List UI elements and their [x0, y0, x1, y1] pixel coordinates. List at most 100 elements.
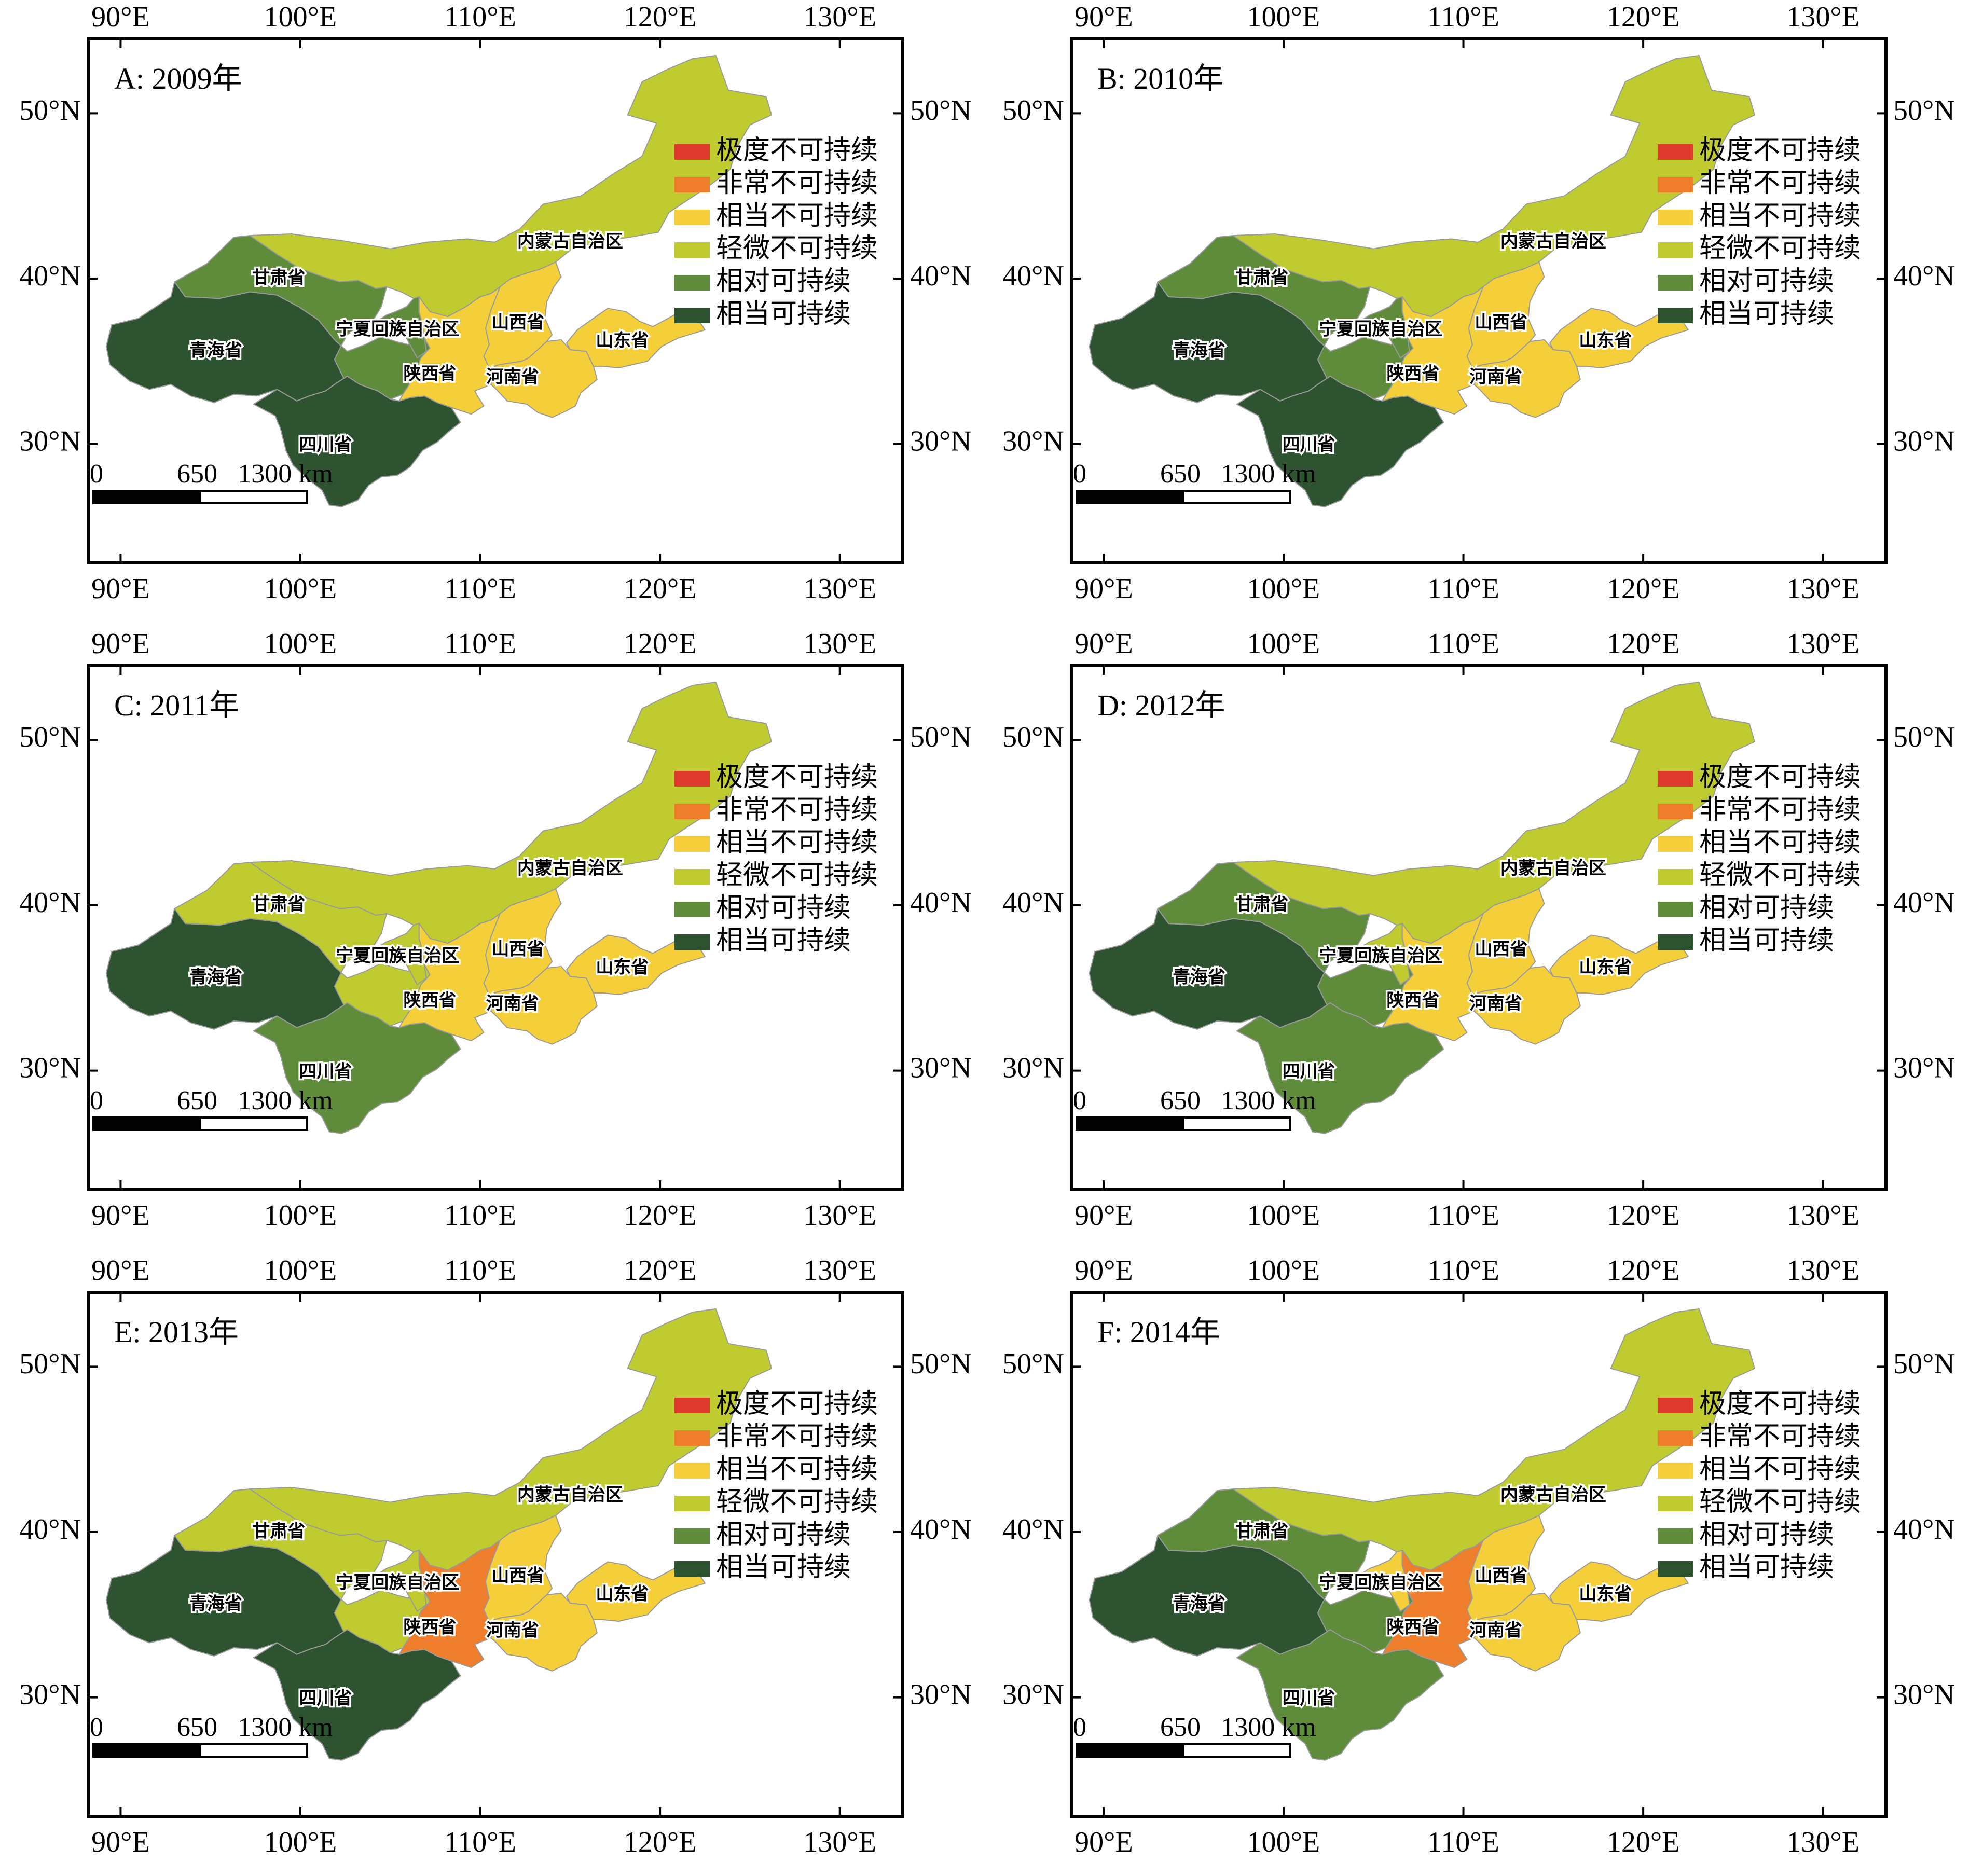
legend-swatch [674, 144, 710, 160]
lon-label-bottom: 110°E [444, 1199, 516, 1232]
lon-label-top: 120°E [624, 1254, 697, 1287]
lat-label-right: 30°N [910, 1678, 972, 1711]
province-shanxi [1466, 1515, 1545, 1622]
province-label-qinghai: 青海省 [1173, 340, 1225, 361]
province-label-ningxia: 宁夏回族自治区 [1319, 1572, 1442, 1593]
lon-label-top: 130°E [1786, 628, 1859, 660]
lat-label-right: 30°N [910, 1052, 972, 1084]
scale-bar: 0 650 1300 km [90, 459, 333, 504]
scale-label: 650 [1160, 1086, 1201, 1115]
province-label-henan: 河南省 [486, 994, 539, 1014]
provinces-layer [105, 681, 772, 1134]
lon-label-top: 100°E [1247, 1, 1320, 33]
lat-label-right: 40°N [1893, 1513, 1955, 1546]
legend-swatch [674, 1398, 710, 1413]
lon-label-bottom: 110°E [1427, 573, 1499, 605]
lat-label-right: 30°N [1893, 1678, 1955, 1711]
lat-label-left: 40°N [19, 887, 81, 919]
legend-swatch [1658, 869, 1693, 885]
lon-label-top: 90°E [1074, 628, 1133, 660]
lat-label-right: 50°N [1893, 721, 1955, 753]
lon-label-top: 110°E [444, 628, 516, 660]
scale-label: 1300 km [238, 1713, 333, 1742]
lon-label-top: 110°E [1427, 628, 1499, 660]
lon-label-top: 90°E [91, 1254, 150, 1287]
scale-label: 650 [1160, 1713, 1201, 1742]
lat-label-left: 40°N [1002, 887, 1064, 919]
legend-swatch [1658, 1496, 1693, 1511]
province-shanxi [483, 261, 562, 368]
axes: 90°E 90°E 100°E 100°E 110°E 110°E 120°E 120°E 13… [1002, 1254, 1955, 1858]
lon-label-top: 130°E [803, 1, 876, 33]
map-frame [87, 664, 904, 1191]
scale-label: 1300 km [1221, 459, 1316, 489]
lon-label-bottom: 100°E [264, 573, 337, 605]
lon-label-bottom: 110°E [444, 1826, 516, 1858]
lon-label-top: 110°E [444, 1, 516, 33]
province-label-qinghai: 青海省 [1173, 967, 1225, 988]
province-label-shanxi: 山西省 [491, 312, 544, 333]
lat-label-left: 50°N [19, 1348, 81, 1380]
lat-label-right: 50°N [910, 94, 972, 127]
province-label-henan: 河南省 [486, 1620, 539, 1641]
province-label-shandong: 山东省 [596, 330, 649, 351]
province-shanxi [483, 1515, 562, 1622]
province-label-henan: 河南省 [1469, 994, 1522, 1014]
lon-label-top: 130°E [1786, 1254, 1859, 1287]
scale-label: 0 [1073, 1086, 1086, 1115]
scale-label: 650 [177, 1713, 217, 1742]
legend-swatch [1658, 144, 1693, 160]
legend-swatch [1658, 242, 1693, 258]
lon-label-bottom: 100°E [264, 1826, 337, 1858]
province-label-neimenggu: 内蒙古自治区 [517, 1484, 623, 1505]
legend-swatch [1658, 308, 1693, 323]
legend-label: 相对可持续 [1699, 266, 1834, 297]
province-label-shaanxi: 陕西省 [1386, 363, 1439, 384]
lon-label-bottom: 100°E [264, 1199, 337, 1232]
lon-label-top: 120°E [624, 1, 697, 33]
province-sichuan [253, 1002, 461, 1134]
province-label-gansu: 甘肃省 [1235, 1521, 1288, 1541]
legend-swatch [674, 902, 710, 917]
panel-title: B: 2010年 [1097, 62, 1223, 95]
lat-label-left: 40°N [19, 1513, 81, 1546]
province-label-qinghai: 青海省 [1173, 1594, 1225, 1615]
legend-label: 非常不可持续 [1699, 794, 1861, 825]
province-henan [1471, 965, 1581, 1045]
lon-label-bottom: 100°E [1247, 573, 1320, 605]
scale-label: 0 [1073, 1713, 1086, 1742]
lon-label-top: 100°E [1247, 628, 1320, 660]
province-neimenggu [249, 681, 772, 944]
legend-swatch [1658, 836, 1693, 852]
lon-label-bottom: 130°E [803, 1826, 876, 1858]
legend-swatch [674, 869, 710, 885]
legend-swatch [1658, 177, 1693, 192]
lon-label-top: 120°E [1607, 1, 1680, 33]
legend-label: 相当不可持续 [716, 827, 878, 858]
legend-swatch [1658, 804, 1693, 819]
province-shandong [566, 1561, 706, 1622]
legend-swatch [674, 804, 710, 819]
province-henan [488, 339, 598, 418]
lon-label-top: 100°E [1247, 1254, 1320, 1287]
legend-swatch [674, 1528, 710, 1544]
lon-label-top: 90°E [1074, 1, 1133, 33]
legend-label: 相对可持续 [1699, 892, 1834, 923]
legend-label: 相当可持续 [1699, 1552, 1834, 1583]
legend-label: 极度不可持续 [1699, 135, 1861, 166]
legend-label: 极度不可持续 [716, 135, 878, 166]
province-label-shaanxi: 陕西省 [1386, 1617, 1439, 1637]
legend-swatch [674, 275, 710, 291]
province-label-neimenggu: 内蒙古自治区 [1500, 858, 1606, 878]
lon-label-top: 120°E [1607, 1254, 1680, 1287]
legend-swatch [674, 1496, 710, 1511]
lat-label-left: 40°N [19, 260, 81, 292]
map-frame [1070, 1291, 1888, 1818]
lon-label-top: 100°E [264, 1254, 337, 1287]
